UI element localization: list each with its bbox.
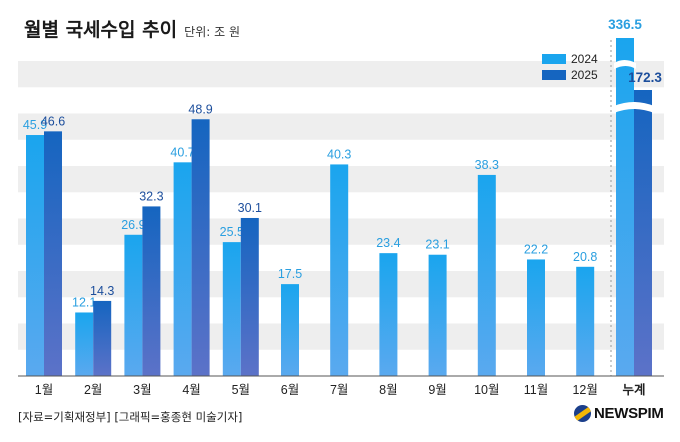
bar-2024 <box>379 253 398 376</box>
brand-logo: NEWSPIM <box>574 405 664 422</box>
chart-title: 월별 국세수입 추이 <box>24 19 178 41</box>
brand-name: NEWSPIM <box>594 405 664 422</box>
legend-label: 2024 <box>571 52 598 66</box>
newspim-logo-icon <box>574 405 591 422</box>
bar-total-2025 <box>634 90 652 376</box>
x-tick-label: 5월 <box>232 383 250 397</box>
x-tick-label: 2월 <box>84 383 102 397</box>
data-label-2024: 45.9 <box>23 118 47 132</box>
data-label-2024: 26.9 <box>121 218 145 232</box>
bar-2025 <box>142 206 161 376</box>
x-tick-label: 6월 <box>281 383 299 397</box>
legend-swatch <box>542 54 566 64</box>
axis-break-mark <box>614 102 654 113</box>
data-label-2025: 30.1 <box>238 201 262 215</box>
x-tick-label: 10월 <box>474 383 499 397</box>
bar-2024 <box>26 135 44 376</box>
data-label-2024: 17.5 <box>278 267 302 281</box>
x-tick-label: 4월 <box>182 383 200 397</box>
grid-band <box>18 61 664 88</box>
bar-2024 <box>527 259 545 376</box>
legend-swatch <box>542 70 566 80</box>
bar-2024 <box>330 164 349 376</box>
data-label-2024: 22.2 <box>524 242 548 256</box>
bar-2024 <box>576 266 595 376</box>
data-label-2025: 14.3 <box>90 284 114 298</box>
data-label-2025: 48.9 <box>188 102 212 116</box>
data-label-2024: 25.5 <box>220 225 244 239</box>
bar-2025 <box>93 300 112 376</box>
bar-2024 <box>477 174 496 376</box>
x-tick-label: 11월 <box>524 383 548 397</box>
grid-band <box>18 113 664 140</box>
bar-2025 <box>44 131 62 376</box>
bar-2024 <box>428 254 447 376</box>
data-label-2024: 12.1 <box>72 295 96 309</box>
data-label-2024: 23.1 <box>425 238 449 252</box>
bar-2025 <box>240 217 259 376</box>
x-tick-label: 7월 <box>330 383 348 397</box>
axis-break-mark <box>614 60 636 69</box>
chart-header: 월별 국세수입 추이 단위: 조 원 <box>24 15 240 42</box>
data-label-2024: 20.8 <box>573 250 597 264</box>
source-credit: [자료=기획재정부] [그래픽=홍종현 미술기자] <box>18 410 243 424</box>
x-tick-label: 3월 <box>133 383 151 397</box>
data-label-2024: 40.3 <box>327 147 351 161</box>
x-tick-label: 8월 <box>379 383 397 397</box>
bar-total-2024 <box>616 38 634 376</box>
x-tick-label: 9월 <box>428 383 446 397</box>
legend-label: 2025 <box>571 68 598 82</box>
bar-2024 <box>222 242 241 376</box>
x-tick-label-total: 누계 <box>622 382 645 397</box>
data-label-2025: 46.6 <box>41 114 65 128</box>
bar-2024 <box>281 284 299 376</box>
data-label-total-2024: 336.5 <box>608 17 642 32</box>
data-label-2024: 38.3 <box>475 158 499 172</box>
bar-2024 <box>124 234 143 376</box>
data-label-2025: 32.3 <box>139 189 163 203</box>
x-tick-label: 1월 <box>35 383 53 397</box>
bar-2024 <box>75 312 94 376</box>
bar-2024 <box>173 162 192 376</box>
bar-2025 <box>191 119 210 377</box>
data-label-total-2025: 172.3 <box>628 70 662 85</box>
data-label-2024: 23.4 <box>376 236 400 250</box>
data-label-2024: 40.7 <box>170 145 194 159</box>
unit-label: 단위: 조 원 <box>184 25 241 39</box>
x-tick-label: 12월 <box>572 383 597 397</box>
